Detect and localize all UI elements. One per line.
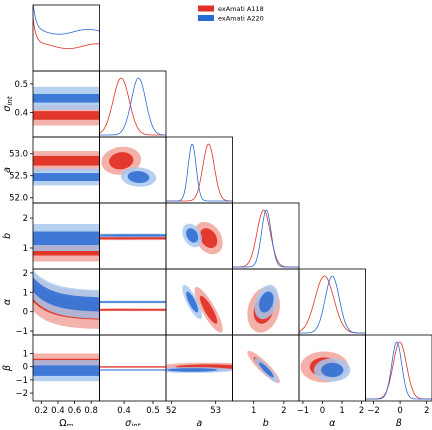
legend-entry-a220: exAmati A220 bbox=[218, 15, 264, 23]
panel-frame bbox=[299, 269, 366, 335]
marginal-curve-a220 bbox=[100, 78, 167, 135]
marginal-om bbox=[33, 3, 100, 49]
panel-sig-a bbox=[101, 147, 156, 187]
marginal-curve-a118 bbox=[299, 276, 366, 333]
x-tick-label: 0.4 bbox=[51, 406, 65, 416]
panel-b-beta bbox=[247, 351, 280, 383]
x-tick-label: 0 bbox=[397, 406, 402, 416]
x-tick-label: 2 bbox=[424, 406, 429, 416]
legend-entry-a118: exAmati A118 bbox=[218, 5, 264, 13]
y-axis-label: b bbox=[2, 233, 13, 239]
marginal-curve-a118 bbox=[233, 210, 300, 267]
y-axis-label: α bbox=[2, 298, 13, 305]
y-tick-label: −1 bbox=[15, 376, 28, 386]
panel-frame bbox=[33, 5, 100, 71]
y-tick-label: −1 bbox=[15, 327, 28, 337]
x-tick-label: 0.8 bbox=[84, 406, 98, 416]
contour-band-a118-inner bbox=[33, 111, 100, 120]
marginal-curve-a118 bbox=[366, 342, 432, 399]
marginal-sig bbox=[100, 78, 167, 135]
x-tick-label: 1 bbox=[251, 406, 256, 416]
legend-swatch-a220 bbox=[198, 15, 214, 21]
x-tick-label: 52 bbox=[166, 406, 177, 416]
x-tick-label: 0.5 bbox=[146, 406, 160, 416]
y-tick-label: 2 bbox=[23, 214, 28, 224]
y-tick-label: 0.5 bbox=[14, 80, 28, 90]
marginal-curve-a220 bbox=[366, 342, 432, 399]
x-tick-label: 53 bbox=[210, 406, 221, 416]
y-axis-label: a bbox=[2, 167, 13, 173]
marginal-b bbox=[233, 210, 300, 267]
x-tick-label: 0.2 bbox=[35, 406, 49, 416]
marginal-curve-a220 bbox=[233, 210, 300, 267]
y-tick-label: 52.0 bbox=[9, 194, 28, 204]
panel-a-b bbox=[182, 222, 222, 254]
contour-band-a220-inner bbox=[33, 365, 100, 376]
y-tick-label: 0 bbox=[23, 308, 28, 318]
y-tick-label: 1 bbox=[23, 288, 28, 298]
x-tick-label: 0.4 bbox=[117, 406, 131, 416]
marginal-curve-a118 bbox=[33, 17, 100, 48]
y-tick-label: 1 bbox=[23, 244, 28, 254]
panel-frame bbox=[100, 71, 167, 137]
x-axis-label: σint bbox=[125, 418, 140, 426]
contour-a220-level2 bbox=[321, 363, 343, 377]
y-tick-label: 0 bbox=[23, 363, 28, 373]
legend-swatch-a118 bbox=[198, 6, 214, 12]
panel-a-beta bbox=[151, 363, 263, 373]
panel-alpha-beta bbox=[301, 351, 351, 382]
x-tick-label: −2 bbox=[367, 406, 380, 416]
x-axis-label: Ωm bbox=[59, 418, 73, 426]
x-axis-label: b bbox=[263, 418, 269, 426]
marginal-curve-a220 bbox=[166, 144, 233, 201]
x-tick-label: 2 bbox=[359, 406, 364, 416]
panel-om-b bbox=[33, 224, 100, 262]
x-axis-label: β bbox=[395, 418, 402, 426]
x-tick-label: −1 bbox=[297, 406, 310, 416]
panel-frame bbox=[100, 335, 167, 401]
panel-frame bbox=[166, 137, 233, 203]
contour-band-a220-inner bbox=[33, 94, 100, 103]
y-axis-label: σint bbox=[2, 96, 14, 111]
y-axis-label: β bbox=[2, 365, 13, 372]
marginal-curve-a220 bbox=[33, 3, 100, 35]
contour-band-a220-inner bbox=[33, 173, 100, 181]
panel-om-sig bbox=[33, 87, 100, 126]
x-axis-label: α bbox=[329, 418, 336, 426]
marginal-curve-a220 bbox=[299, 276, 366, 333]
marginal-alpha bbox=[299, 276, 366, 333]
x-tick-label: 0.6 bbox=[68, 406, 82, 416]
x-tick-label: 2 bbox=[281, 406, 286, 416]
y-tick-label: 53.0 bbox=[9, 150, 28, 160]
x-axis-label: a bbox=[196, 418, 202, 426]
panel-b-alpha bbox=[247, 285, 280, 333]
marginal-a bbox=[166, 144, 233, 201]
contour-band-a220-inner bbox=[33, 232, 100, 246]
marginal-curve-a118 bbox=[100, 78, 167, 135]
panel-om-beta bbox=[33, 353, 100, 381]
y-tick-label: 1 bbox=[23, 349, 28, 359]
y-tick-label: 2 bbox=[23, 269, 28, 279]
marginal-beta bbox=[366, 342, 432, 399]
panel-a-alpha bbox=[182, 285, 222, 333]
y-tick-label: 0.4 bbox=[14, 109, 28, 119]
y-tick-label: −2 bbox=[15, 389, 28, 399]
contour-band-a118-inner bbox=[33, 156, 100, 166]
x-tick-label: 1 bbox=[339, 406, 344, 416]
marginal-curve-a118 bbox=[166, 144, 233, 201]
panel-om-a bbox=[33, 151, 100, 185]
x-tick-label: 0 bbox=[320, 406, 325, 416]
panel-om-alpha bbox=[33, 270, 100, 329]
